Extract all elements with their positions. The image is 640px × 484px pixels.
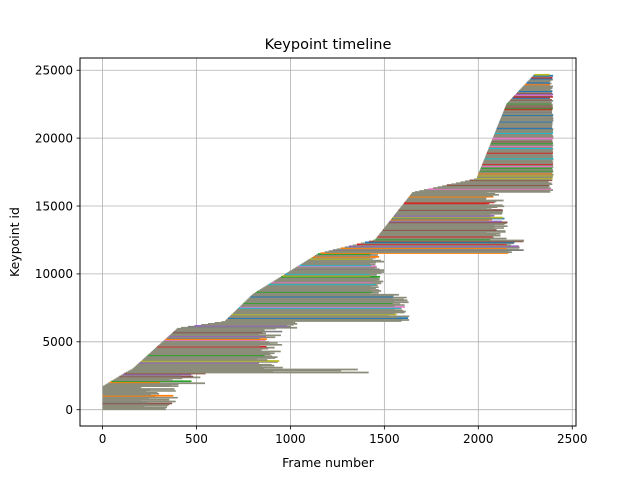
- x-tick-label: 2500: [557, 432, 588, 446]
- plot-frame: [79, 57, 577, 427]
- keypoint-tracks: [102, 73, 554, 411]
- y-tick-label: 25000: [35, 64, 73, 78]
- y-tick-label: 20000: [35, 131, 73, 145]
- y-tick-label: 15000: [35, 199, 73, 213]
- x-tick-label: 0: [99, 432, 107, 446]
- chart-title: Keypoint timeline: [265, 37, 392, 53]
- y-tick-label: 10000: [35, 267, 73, 281]
- x-tick-label: 2000: [463, 432, 494, 446]
- x-tick-label: 500: [185, 432, 208, 446]
- x-tick-label: 1000: [275, 432, 306, 446]
- axis-ticks: 0 500 1000 1500 2000 250005000100001500020000…: [35, 64, 588, 446]
- x-axis-label: Frame number: [282, 455, 375, 470]
- x-tick-label: 1500: [369, 432, 400, 446]
- y-tick-label: 5000: [42, 335, 73, 349]
- y-tick-label: 0: [65, 403, 73, 417]
- y-axis-label: Keypoint id: [7, 207, 22, 277]
